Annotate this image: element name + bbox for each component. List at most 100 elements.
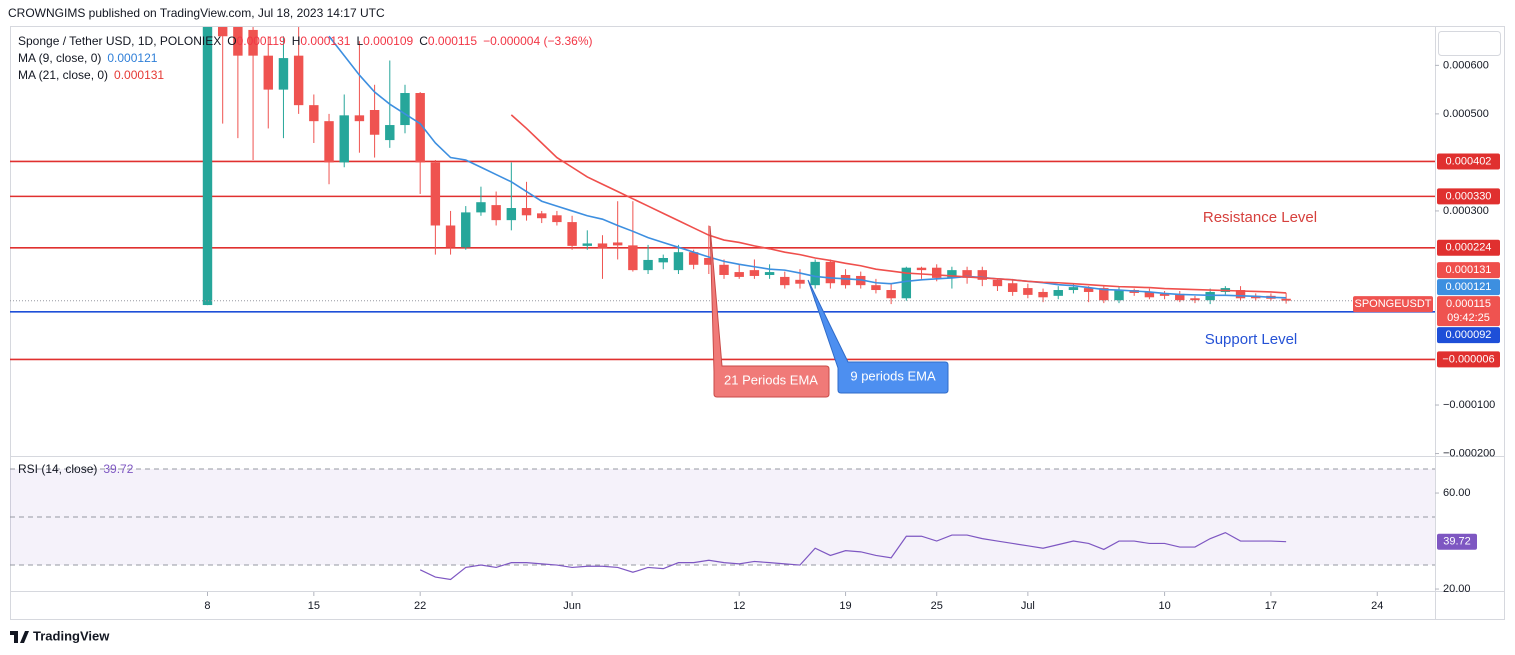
candle-body — [749, 270, 760, 276]
legend-rsi-name: RSI (14, close) — [18, 462, 97, 476]
legend-rsi: RSI (14, close) 39.72 — [18, 462, 134, 476]
x-tick-label: 15 — [308, 600, 320, 612]
candle-body — [840, 274, 851, 286]
candle-body — [1114, 290, 1124, 301]
footer: TradingView — [33, 628, 110, 643]
legend-letter: O — [227, 34, 236, 48]
legend-letter: L — [356, 34, 363, 48]
footer-logo — [10, 631, 29, 643]
legend-title: Sponge / Tether USD, 1D, POLONIEX — [18, 34, 221, 48]
axis-price-box — [1437, 188, 1500, 205]
axis-price-box — [1437, 327, 1500, 344]
candle-body — [871, 285, 881, 291]
axis-price-label: 0.000131 — [1446, 264, 1492, 276]
candle-body — [628, 245, 638, 271]
candle-body — [385, 125, 395, 141]
candle-body — [780, 276, 790, 286]
candle-body — [1144, 291, 1155, 298]
y-tick-label: 0.000600 — [1443, 59, 1489, 71]
x-tick-label: 8 — [204, 600, 210, 612]
candle-body — [643, 259, 653, 271]
candle-body — [1099, 288, 1109, 301]
x-tick-label: 19 — [839, 600, 851, 612]
callout-21 — [709, 225, 830, 398]
candle-body — [309, 105, 319, 122]
callout-9 — [807, 279, 949, 394]
legend-change: −0.000004 (−3.36%) — [483, 34, 592, 48]
candle-body — [1190, 298, 1200, 301]
candle-body — [886, 290, 896, 299]
price-pane — [10, 27, 1435, 361]
candle-body — [764, 272, 775, 275]
candle-body — [1281, 298, 1291, 301]
symbol-box — [1353, 296, 1433, 313]
candle-body — [1235, 290, 1246, 299]
chart-frame — [10, 26, 1505, 620]
candle-body — [658, 257, 668, 263]
candle-body — [1023, 288, 1033, 295]
legend-main: Sponge / Tether USD, 1D, POLONIEX O0.0001… — [18, 34, 592, 48]
x-tick-label: 22 — [414, 600, 426, 612]
axis-price-box — [1437, 279, 1500, 296]
candle-body — [947, 270, 957, 278]
rsi-axis-label: 39.72 — [1443, 536, 1471, 548]
candle-body — [977, 270, 987, 280]
legend-letter: C — [419, 34, 428, 48]
axes: 0.000600 0.000500 0.000300 −0.000100 −0.0002… — [204, 59, 1500, 612]
candle-body — [1007, 283, 1018, 292]
rsi-line — [419, 531, 1287, 581]
legend-rsi-value: 39.72 — [103, 462, 133, 476]
x-tick-label: Jun — [563, 600, 581, 612]
candle-body — [202, 27, 213, 306]
x-tick-label: Jul — [1021, 600, 1035, 612]
axis-price-box — [1437, 296, 1500, 327]
candle-body — [400, 93, 410, 126]
candle-body — [217, 27, 228, 37]
legend-close: 0.000115 — [428, 34, 477, 48]
candle-body — [1159, 293, 1170, 296]
candle-body — [962, 270, 972, 278]
header: CROWNGIMS published on TradingView.com, … — [8, 6, 385, 20]
candle-body — [339, 115, 349, 163]
legend-open: 0.000119 — [237, 34, 286, 48]
candle-body — [263, 55, 273, 90]
legend-letter: H — [292, 34, 301, 48]
axis-price-box — [1437, 239, 1500, 256]
legend-ma9: MA (9, close, 0) 0.000121 — [18, 51, 158, 65]
candle-body — [916, 267, 927, 271]
support-label: Support Level — [1205, 331, 1298, 348]
candle-body — [931, 267, 942, 278]
axis-price-box — [1437, 351, 1500, 368]
candle-body — [248, 29, 258, 56]
candle-body — [521, 208, 532, 216]
candle-body — [688, 252, 699, 265]
candle-body — [1068, 287, 1079, 291]
candle-body — [612, 242, 623, 246]
countdown-label: 09:42:25 — [1447, 312, 1490, 324]
axis-price-box — [1437, 153, 1500, 170]
axis-price-label: 0.000115 — [1446, 298, 1491, 310]
candle-body — [810, 261, 820, 286]
candle-body — [1175, 293, 1185, 301]
axis-price-label: 0.000402 — [1446, 155, 1492, 167]
rsi-tick-label: 60.00 — [1443, 487, 1471, 499]
x-tick-label: 17 — [1265, 600, 1277, 612]
candle-body — [461, 212, 471, 248]
candle-body — [597, 243, 608, 249]
legend-ma21-name: MA (21, close, 0) — [18, 68, 108, 82]
candle-body — [293, 55, 304, 106]
candle-body — [795, 279, 805, 284]
candle-body — [354, 115, 365, 122]
candle-body — [324, 121, 334, 163]
axis-price-box — [1437, 262, 1500, 279]
candle-body — [719, 264, 729, 275]
legend-ma9-name: MA (9, close, 0) — [18, 51, 101, 65]
x-tick-label: 25 — [931, 600, 943, 612]
legend-low: 0.000109 — [363, 34, 413, 48]
axis-price-label: 0.000224 — [1446, 242, 1492, 254]
x-tick-label: 24 — [1371, 600, 1383, 612]
scale-button[interactable] — [1438, 31, 1501, 56]
candle-body — [1038, 291, 1048, 298]
